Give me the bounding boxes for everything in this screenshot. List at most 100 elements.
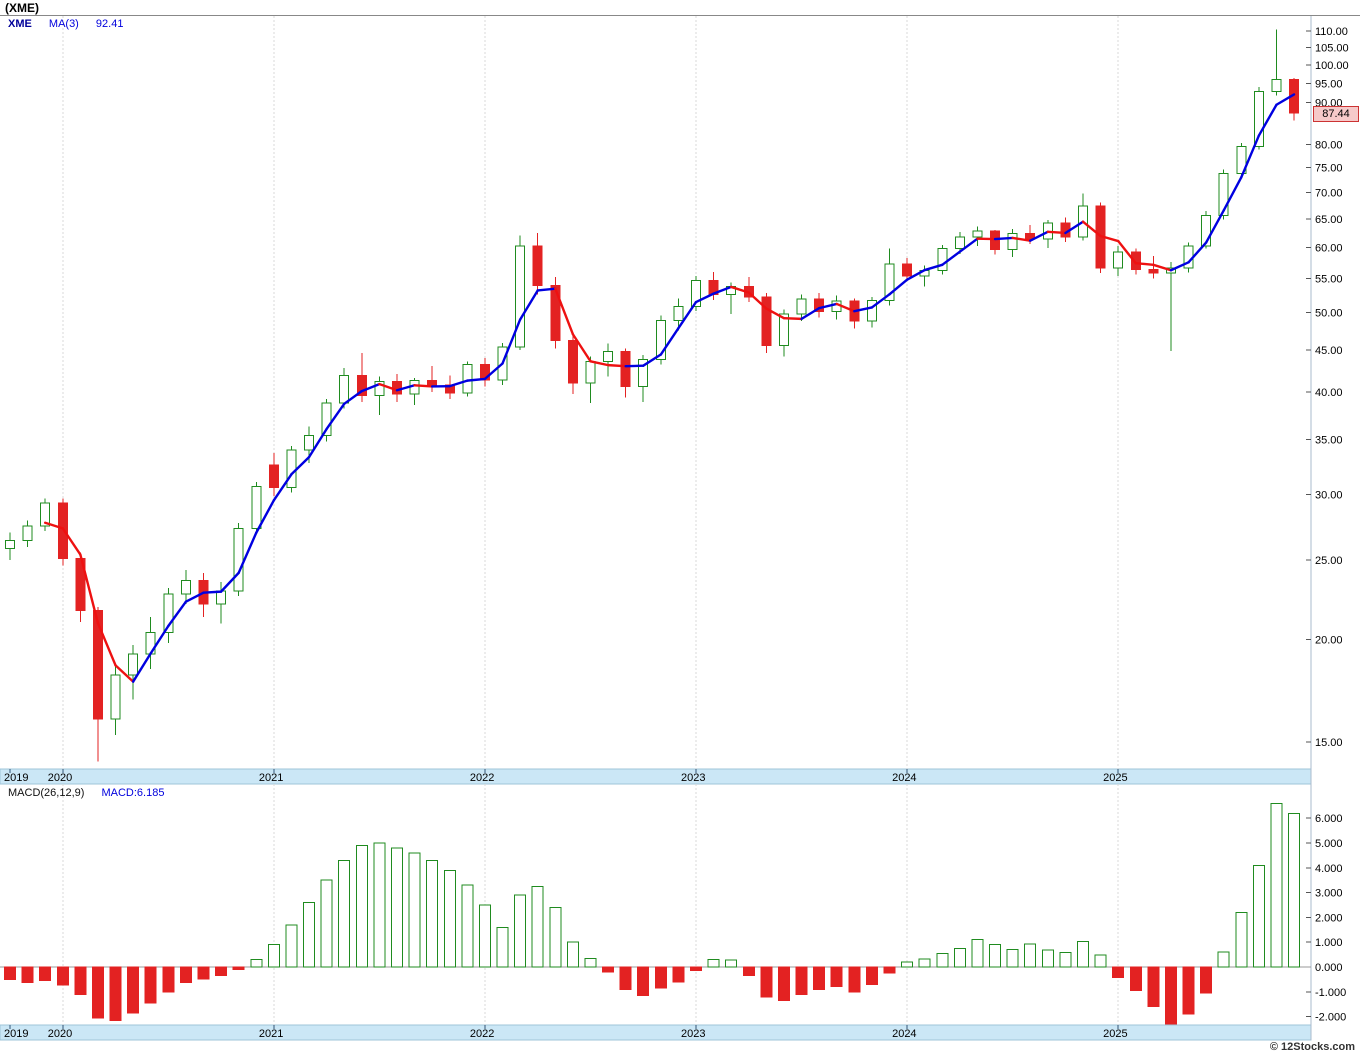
ma-line-segment [1257, 103, 1278, 137]
ma-line-segment [378, 382, 399, 392]
price-tick-label: 30.00 [1315, 490, 1343, 502]
candle-body [1218, 172, 1229, 216]
macd-bar [777, 966, 790, 1001]
ma-line-segment [554, 287, 575, 336]
candle-body [884, 263, 895, 301]
page-title: (XME) [5, 1, 39, 15]
candle-body [233, 527, 244, 592]
macd-legend-value: MACD:6.185 [101, 787, 165, 799]
macd-bar [162, 966, 175, 993]
candle-body [321, 402, 332, 437]
macd-bar [883, 966, 896, 974]
macd-bar [602, 966, 615, 973]
macd-bar [1252, 864, 1265, 968]
year-label: 2025 [1103, 772, 1127, 784]
candle-body [796, 298, 807, 315]
ma-line-segment [1011, 236, 1032, 242]
macd-bar [426, 859, 439, 968]
macd-bar [267, 944, 280, 968]
candle-body [22, 525, 33, 541]
year-label: 2024 [892, 1028, 916, 1040]
macd-bar [1164, 966, 1177, 1025]
macd-bar [408, 852, 421, 968]
ma-line-segment [255, 499, 276, 534]
candle-body [990, 230, 1001, 251]
candle-body [391, 380, 402, 395]
year-label: 2020 [48, 772, 72, 784]
candle-body [972, 230, 983, 238]
ma-line-segment [817, 302, 838, 310]
candle-body [1130, 251, 1141, 270]
ma-line-segment [167, 600, 188, 628]
legend-ma-label: MA(3) [48, 18, 79, 30]
macd-bar [1059, 952, 1072, 968]
candle-body [620, 351, 631, 388]
macd-bar [566, 941, 579, 968]
ma-line-segment [114, 664, 135, 683]
macd-bar [1182, 966, 1195, 1015]
ma-line-segment [642, 353, 663, 367]
candle-body [163, 593, 174, 633]
candle-body [1201, 214, 1212, 247]
macd-bar [285, 924, 298, 968]
ma-line-segment [941, 250, 962, 267]
macd-legend-name: MACD(26,12,9) [8, 787, 85, 799]
price-panel-legend: XME MA(3) 92.41 [8, 18, 137, 30]
candle-body [778, 313, 789, 346]
macd-tick-label: -2.000 [1315, 1012, 1346, 1024]
ma-line-segment [96, 621, 117, 667]
candle-body [110, 674, 121, 720]
year-label: 2023 [681, 772, 705, 784]
macd-bar [813, 966, 826, 990]
macd-bar [373, 842, 386, 968]
ma-line-segment [448, 379, 469, 388]
candle-body [515, 245, 526, 348]
legend-symbol: XME [8, 18, 32, 30]
candle-body [1113, 251, 1124, 269]
candle-body [374, 380, 385, 397]
macd-bar [1006, 949, 1019, 968]
macd-tick-label: 0.000 [1315, 962, 1343, 974]
macd-bar [179, 966, 192, 983]
ma-line-segment [800, 306, 821, 321]
ma-line-segment [589, 360, 610, 367]
ma-line-segment [1187, 241, 1208, 264]
macd-bar [742, 966, 755, 977]
ma-line-segment [518, 289, 539, 321]
macd-bar [690, 966, 703, 972]
candle-body [304, 435, 315, 451]
macd-bar [303, 902, 316, 968]
candle-body [550, 285, 561, 342]
price-tick-label: 95.00 [1315, 78, 1343, 90]
ma-line-segment [1029, 230, 1050, 242]
candle-body [286, 449, 297, 489]
year-label: 2022 [470, 1028, 494, 1040]
macd-bar [1094, 954, 1107, 968]
ma-line-segment [61, 527, 82, 556]
year-label: 2021 [259, 1028, 283, 1040]
ma-line-segment [729, 285, 750, 294]
ma-line-segment [747, 291, 768, 310]
macd-tick-label: 6.000 [1315, 813, 1343, 825]
year-label: 2021 [259, 772, 283, 784]
candle-body [1007, 232, 1018, 251]
candle-body [1148, 268, 1159, 274]
candle-body [866, 299, 877, 322]
macd-bar [1217, 951, 1230, 968]
credit-link[interactable]: © 12Stocks.com [1269, 1041, 1355, 1053]
candle-body [954, 236, 965, 250]
candle-body [40, 502, 51, 527]
macd-bar [848, 966, 861, 993]
price-tick-label: 25.00 [1315, 555, 1343, 567]
price-tick-label: 50.00 [1315, 307, 1343, 319]
ma-line-segment [219, 571, 240, 593]
macd-bar [1112, 966, 1125, 978]
price-tick-label: 40.00 [1315, 387, 1343, 399]
ma-line-segment [79, 553, 100, 625]
candle-body [532, 245, 543, 287]
candle-body [92, 609, 103, 720]
macd-bar [707, 959, 720, 968]
macd-bar [39, 966, 52, 982]
